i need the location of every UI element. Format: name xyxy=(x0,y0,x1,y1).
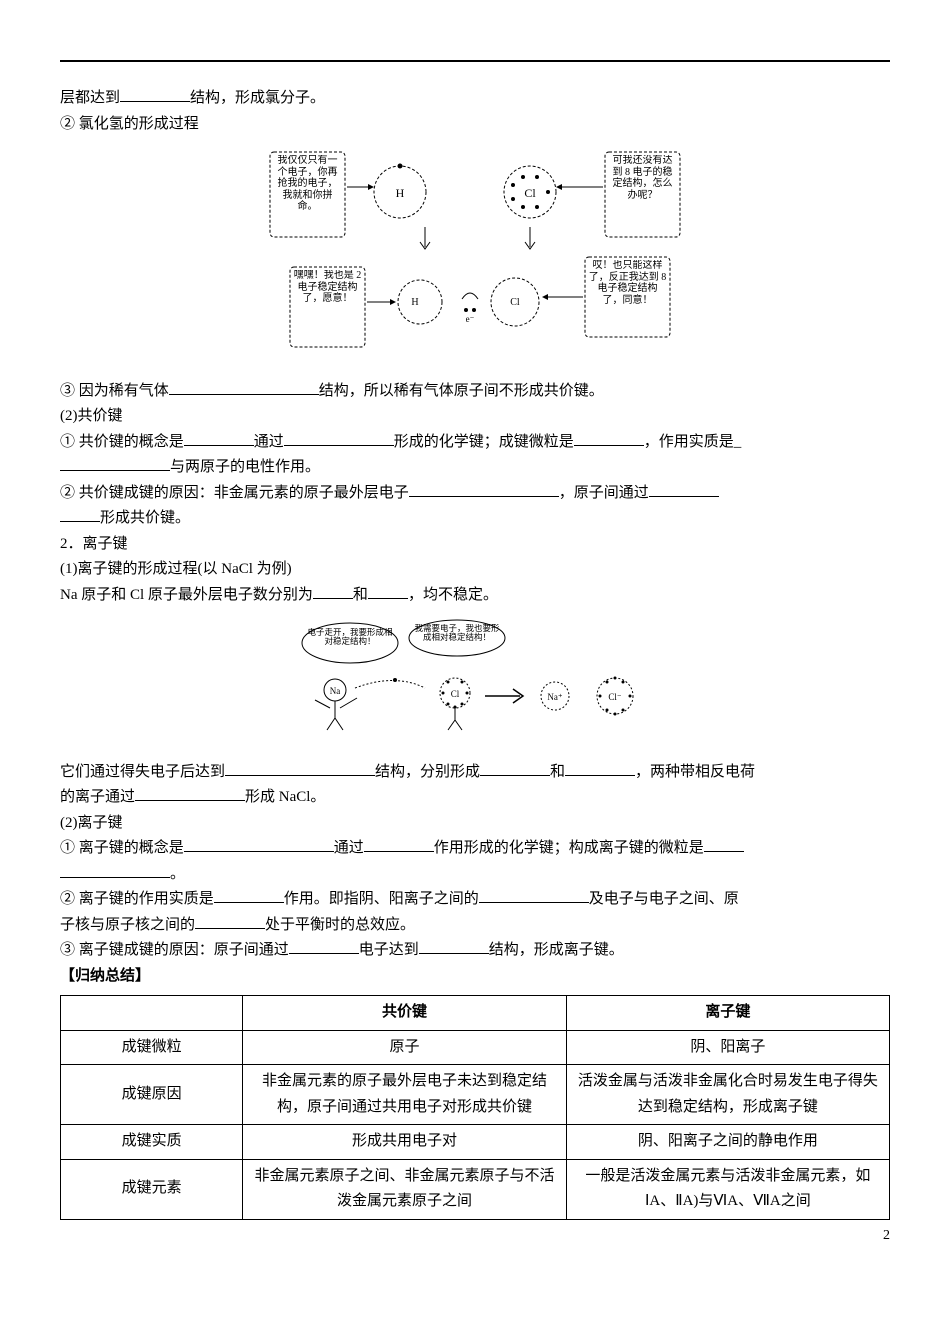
table-cell: 成键实质 xyxy=(61,1125,243,1160)
document-page: 层都达到结构，形成氯分子。 ② 氯化氢的形成过程 我仅仅只有一个电子，你再抢我的… xyxy=(0,0,950,1260)
text-line: ③ 因为稀有气体结构，所以稀有气体原子间不形成共价键。 xyxy=(60,379,890,405)
speech-bubble: 嘿嘿！我也是 2 电子稳定结构了，愿意！ xyxy=(293,270,362,305)
table-row: 成键微粒 原子 阴、阳离子 xyxy=(61,1030,890,1065)
svg-text:Cl: Cl xyxy=(510,297,520,308)
summary-table: 共价键 离子键 成键微粒 原子 阴、阳离子 成键原因 非金属元素的原子最外层电子… xyxy=(60,995,890,1220)
text-line: 子核与原子核之间的处于平衡时的总效应。 xyxy=(60,913,890,939)
table-header-cell xyxy=(61,996,243,1031)
text-line: ① 共价键的概念是通过形成的化学键；成键微粒是，作用实质是_ xyxy=(60,430,890,456)
table-row: 共价键 离子键 xyxy=(61,996,890,1031)
atom-h-label: H xyxy=(396,186,405,200)
text-line: ② 氯化氢的形成过程 xyxy=(60,112,890,138)
atom-cl-label: Cl xyxy=(451,689,460,699)
section-heading: (2)离子键 xyxy=(60,811,890,837)
table-row: 成键实质 形成共用电子对 阴、阳离子之间的静电作用 xyxy=(61,1125,890,1160)
text-line: 它们通过得失电子后达到结构，分别形成和，两种带相反电荷 xyxy=(60,760,890,786)
table-header-cell: 共价键 xyxy=(243,996,566,1031)
figure-nacl-formation: 电子走开，我要形成相对稳定结构！ 我需要电子，我也要形成相对稳定结构！ Na C… xyxy=(60,618,890,748)
speech-bubble: 电子走开，我要形成相对稳定结构！ xyxy=(307,628,393,646)
svg-text:e⁻: e⁻ xyxy=(466,314,475,324)
svg-text:Cl⁻: Cl⁻ xyxy=(608,692,622,702)
svg-text:H: H xyxy=(411,297,418,308)
table-cell: 阴、阳离子之间的静电作用 xyxy=(566,1125,889,1160)
atom-cl-label: Cl xyxy=(524,186,536,200)
table-cell: 原子 xyxy=(243,1030,566,1065)
svg-text:Na⁺: Na⁺ xyxy=(547,692,562,702)
atom-na-label: Na xyxy=(330,686,341,696)
table-cell: 活泼金属与活泼非金属化合时易发生电子得失达到稳定结构，形成离子键 xyxy=(566,1065,889,1125)
speech-bubble: 我仅仅只有一个电子，你再抢我的电子，我就和你拼命。 xyxy=(273,155,342,213)
table-cell: 成键元素 xyxy=(61,1159,243,1219)
text-line: 与两原子的电性作用。 xyxy=(60,455,890,481)
text-line: (1)离子键的形成过程(以 NaCl 为例) xyxy=(60,557,890,583)
summary-heading: 【归纳总结】 xyxy=(60,964,890,990)
figure-hcl-formation: 我仅仅只有一个电子，你再抢我的电子，我就和你拼命。 可我还没有达到 8 电子的稳… xyxy=(60,147,890,367)
text-line: 。 xyxy=(60,862,890,888)
text-line: ① 离子键的概念是通过作用形成的化学键；构成离子键的微粒是 xyxy=(60,836,890,862)
table-cell: 一般是活泼金属元素与活泼非金属元素，如ⅠA、ⅡA)与ⅥA、ⅦA之间 xyxy=(566,1159,889,1219)
table-cell: 成键微粒 xyxy=(61,1030,243,1065)
speech-bubble: 可我还没有达到 8 电子的稳定结构，怎么办呢？ xyxy=(608,155,677,201)
speech-bubble: 我需要电子，我也要形成相对稳定结构！ xyxy=(413,624,501,642)
table-header-cell: 离子键 xyxy=(566,996,889,1031)
table-cell: 阴、阳离子 xyxy=(566,1030,889,1065)
text-line: 层都达到结构，形成氯分子。 xyxy=(60,86,890,112)
text-line: ③ 离子键成键的原因：原子间通过电子达到结构，形成离子键。 xyxy=(60,938,890,964)
text-line: ② 共价键成键的原因：非金属元素的原子最外层电子，原子间通过 xyxy=(60,481,890,507)
table-cell: 非金属元素的原子最外层电子未达到稳定结构，原子间通过共用电子对形成共价键 xyxy=(243,1065,566,1125)
text-line: 形成共价键。 xyxy=(60,506,890,532)
section-heading: (2)共价键 xyxy=(60,404,890,430)
speech-bubble: 哎！也只能这样了，反正我达到 8 电子稳定结构了，同意！ xyxy=(588,260,667,306)
top-rule xyxy=(60,60,890,62)
table-cell: 非金属元素原子之间、非金属元素原子与不活泼金属元素原子之间 xyxy=(243,1159,566,1219)
page-number: 2 xyxy=(883,1224,890,1248)
table-cell: 成键原因 xyxy=(61,1065,243,1125)
text-line: Na 原子和 Cl 原子最外层电子数分别为和，均不稳定。 xyxy=(60,583,890,609)
table-row: 成键元素 非金属元素原子之间、非金属元素原子与不活泼金属元素原子之间 一般是活泼… xyxy=(61,1159,890,1219)
text-line: 的离子通过形成 NaCl。 xyxy=(60,785,890,811)
section-heading: 2．离子键 xyxy=(60,532,890,558)
table-row: 成键原因 非金属元素的原子最外层电子未达到稳定结构，原子间通过共用电子对形成共价… xyxy=(61,1065,890,1125)
table-cell: 形成共用电子对 xyxy=(243,1125,566,1160)
text-line: ② 离子键的作用实质是作用。即指阴、阳离子之间的及电子与电子之间、原 xyxy=(60,887,890,913)
